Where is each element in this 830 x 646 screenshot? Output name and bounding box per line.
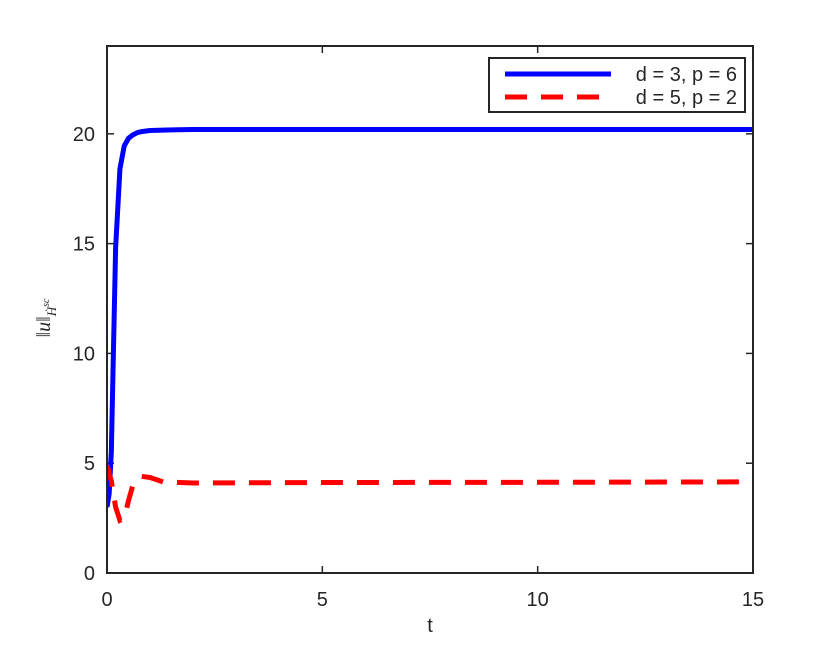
legend-box [488, 57, 746, 113]
x-tick-label: 15 [742, 589, 764, 611]
legend-label: d = 3, p = 6 [636, 64, 737, 86]
y-label-sup: sc [41, 298, 52, 307]
y-tick-label: 20 [73, 124, 95, 146]
y-axis-label: ‖u‖Ḣsc [33, 298, 59, 338]
x-tick-label: 5 [317, 589, 328, 611]
y-tick-label: 5 [84, 453, 95, 475]
y-tick-label: 15 [73, 234, 95, 256]
y-tick-label: 0 [84, 563, 95, 585]
series-line [107, 126, 753, 508]
x-axis-label: t [427, 615, 433, 637]
x-tick-label: 0 [101, 589, 112, 611]
y-label-sub: Ḣ [44, 306, 59, 317]
plot-frame [106, 45, 754, 574]
y-label-text: ‖u‖Ḣsc [33, 298, 59, 338]
y-label-base: ‖u‖ [33, 316, 55, 337]
legend-label: d = 5, p = 2 [636, 87, 737, 109]
x-tick-label: 10 [527, 589, 549, 611]
y-tick-label: 10 [73, 343, 95, 365]
series-line [107, 464, 753, 524]
